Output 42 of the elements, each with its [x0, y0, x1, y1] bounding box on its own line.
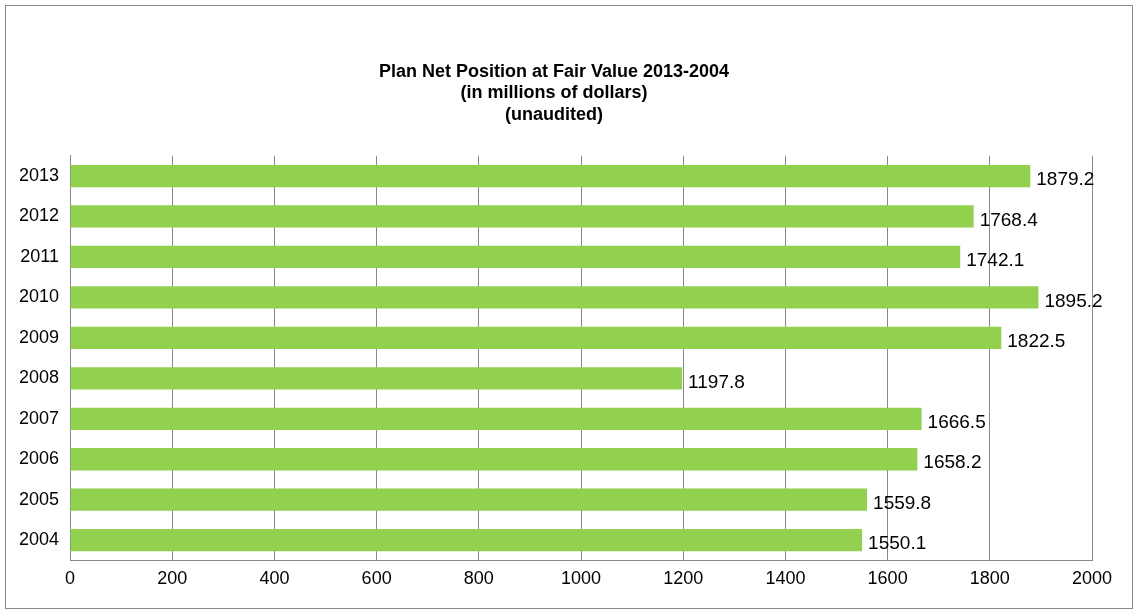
x-tick-label: 1800	[969, 568, 1010, 589]
y-tick-label: 2011	[20, 245, 60, 266]
chart-title: Plan Net Position at Fair Value 2013-2004 (in millions of dollars) (unaudited)	[378, 60, 730, 124]
data-label: 1559.8	[873, 491, 932, 513]
data-label: 1197.8	[688, 370, 745, 392]
bar	[70, 164, 1031, 188]
y-tick-label: 2009	[19, 326, 60, 347]
y-tick-label: 2006	[19, 448, 60, 469]
bar	[70, 286, 1039, 309]
data-label: 1742.1	[966, 249, 1025, 271]
x-tick-label: 1200	[663, 568, 704, 589]
bar	[70, 245, 961, 269]
x-tick-label: 1600	[867, 568, 908, 589]
data-label: 1550.1	[868, 532, 927, 554]
x-tick-label: 1400	[765, 568, 806, 589]
x-tick-label: 200	[157, 568, 188, 589]
bar	[70, 326, 1002, 349]
x-tick-label: 0	[65, 568, 76, 589]
x-tick-label: 400	[259, 568, 290, 589]
data-label: 1666.5	[927, 411, 986, 433]
x-tick-label: 1000	[561, 568, 602, 589]
x-tick-label: 800	[463, 568, 494, 589]
bar	[70, 205, 974, 228]
bar	[70, 448, 918, 471]
data-label: 1658.2	[923, 451, 982, 473]
data-label: 1768.4	[979, 208, 1039, 230]
data-label: 1895.2	[1044, 289, 1103, 311]
x-tick-label: 600	[361, 568, 392, 589]
bar	[70, 407, 922, 430]
y-tick-label: 2007	[19, 407, 60, 428]
data-label: 1879.2	[1036, 168, 1095, 190]
x-tick-label: 2000	[1071, 568, 1113, 589]
y-tick-label: 2004	[19, 529, 60, 550]
bar	[70, 488, 868, 511]
bar	[70, 529, 863, 552]
y-tick-label: 2010	[19, 286, 60, 307]
y-tick-label: 2012	[19, 205, 60, 226]
data-label: 1822.5	[1007, 330, 1066, 352]
bar	[70, 367, 683, 390]
y-tick-label: 2013	[19, 165, 60, 185]
y-tick-label: 2005	[19, 488, 60, 509]
y-tick-label: 2008	[19, 367, 60, 388]
